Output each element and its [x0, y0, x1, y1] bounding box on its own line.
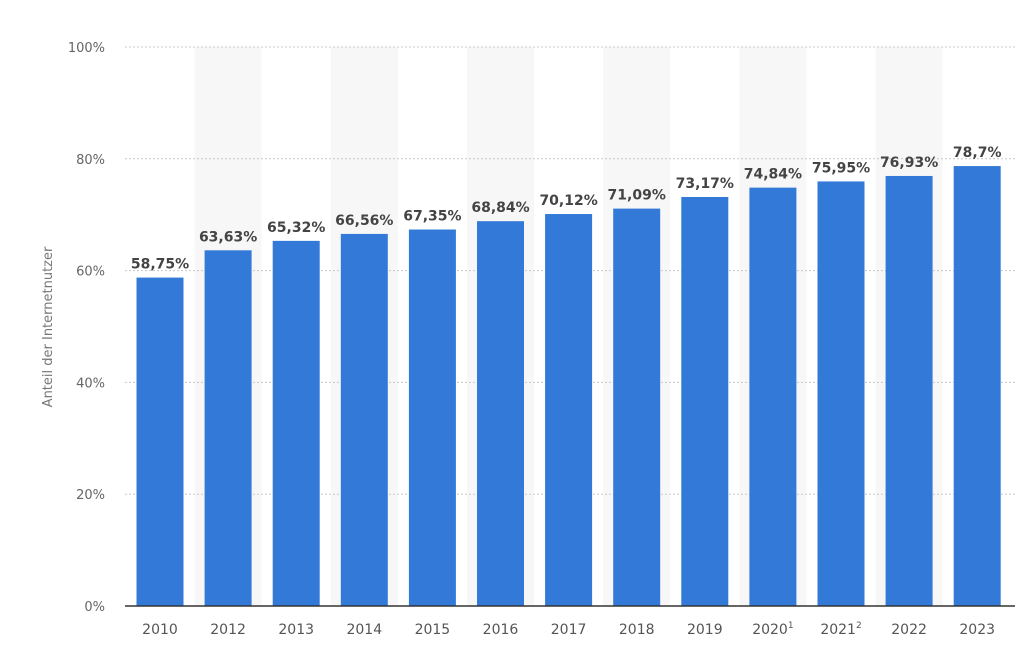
x-tick-label: 2023 [959, 622, 995, 638]
x-tick-label: 2015 [415, 622, 451, 638]
y-tick-label: 100% [68, 41, 105, 56]
bar [885, 175, 933, 606]
x-tick-label: 20201 [752, 621, 793, 638]
x-tick-label: 2012 [210, 622, 246, 638]
data-label: 66,56% [335, 213, 393, 229]
data-label: 74,84% [744, 167, 802, 183]
x-tick-label: 2017 [551, 622, 587, 638]
x-tick-label: 2016 [483, 622, 519, 638]
x-axis-ticks: 2010 2012 2013 2014 2015 2016 2017 2018 2019 2020… [142, 621, 995, 638]
data-label: 68,84% [471, 200, 529, 216]
bar [545, 214, 593, 606]
x-tick-label: 2022 [891, 622, 927, 638]
data-label: 78,7% [953, 145, 1002, 161]
bar [681, 196, 729, 606]
x-tick-label: 2018 [619, 622, 655, 638]
data-label: 76,93% [880, 155, 938, 171]
y-tick-label: 80% [76, 153, 105, 168]
y-axis-title: Anteil der Internetnutzer [41, 246, 56, 407]
x-tick-label: 2013 [278, 622, 314, 638]
data-label: 73,17% [676, 176, 734, 192]
y-tick-label: 40% [76, 376, 105, 391]
bars [136, 166, 1001, 607]
data-label: 67,35% [403, 209, 461, 225]
bar [613, 208, 661, 606]
bar [749, 187, 797, 606]
data-label: 70,12% [539, 193, 597, 209]
x-tick-label: 2019 [687, 622, 723, 638]
bar [817, 181, 865, 606]
y-tick-label: 0% [84, 600, 105, 615]
x-tick-label: 2010 [142, 622, 178, 638]
y-tick-label: 20% [76, 488, 105, 503]
data-label: 71,09% [608, 188, 666, 204]
bar [136, 277, 184, 606]
data-label: 58,75% [131, 257, 189, 273]
y-axis-ticks: 0% 20% 40% 60% 80% 100% [68, 41, 105, 615]
data-label: 63,63% [199, 229, 257, 245]
x-tick-label: 20212 [820, 621, 861, 638]
bar [953, 166, 1001, 606]
data-label: 75,95% [812, 160, 870, 176]
data-labels: 58,75% 63,63% 65,32% 66,56% 67,35% 68,84% 70,1… [131, 145, 1002, 273]
x-tick-label: 2014 [346, 622, 382, 638]
y-tick-label: 60% [76, 265, 105, 280]
bar [204, 250, 252, 607]
bar [272, 240, 320, 606]
bar [340, 233, 388, 606]
bar [408, 229, 456, 607]
data-label: 65,32% [267, 220, 325, 236]
bar [477, 221, 524, 607]
